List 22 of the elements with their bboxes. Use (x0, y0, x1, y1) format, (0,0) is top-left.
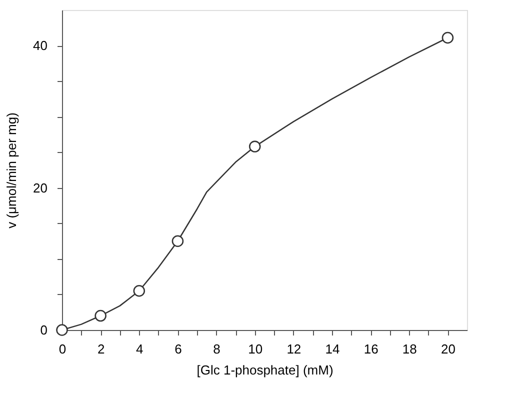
x-tick-label: 16 (364, 342, 378, 356)
point (248, 140, 261, 152)
point (442, 32, 454, 44)
point (133, 285, 146, 297)
y-axis-title: v (μmol/min per mg) (4, 112, 20, 228)
point (172, 235, 184, 247)
x-tick-label: 14 (325, 342, 340, 356)
x-tick-label: 2 (97, 342, 105, 356)
y-tick-label: 0 (40, 322, 48, 338)
y-tick-label: 40 (33, 38, 48, 54)
x-tick-label: 6 (174, 342, 182, 356)
point (56, 324, 68, 336)
x-tick-label: 18 (402, 342, 417, 356)
x-tick-label: 12 (286, 342, 302, 356)
x-tick-label: 10 (248, 342, 263, 356)
x-tick-label: 0 (58, 342, 66, 356)
y-tick-label: 20 (33, 180, 48, 196)
x-tick-label: 4 (136, 342, 144, 356)
point (94, 310, 106, 322)
x-axis-title: [Glc 1-phosphate] (mM) (196, 362, 334, 378)
x-tick-label: 20 (440, 342, 456, 356)
x-tick-label: 8 (213, 342, 220, 356)
